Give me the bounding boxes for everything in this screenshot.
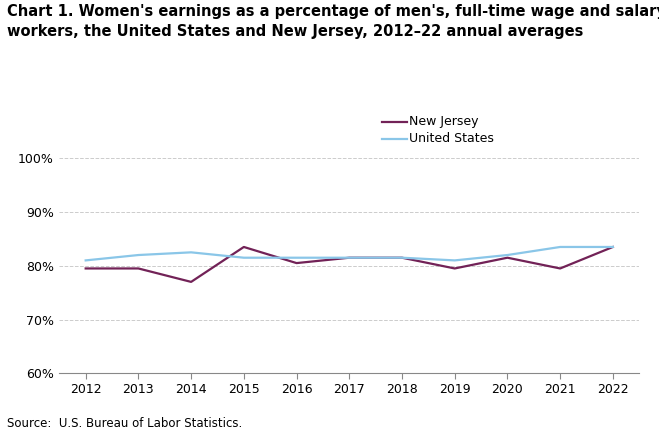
United States: [240, 255, 248, 260]
New Jersey: [240, 244, 248, 250]
Text: Chart 1. Women's earnings as a percentage of men's, full-time wage and salary
wo: Chart 1. Women's earnings as a percentag…: [7, 4, 659, 39]
Line: New Jersey: New Jersey: [86, 247, 613, 282]
New Jersey: [503, 255, 511, 260]
New Jersey: [556, 266, 564, 271]
Line: United States: United States: [86, 247, 613, 260]
New Jersey: [609, 244, 617, 250]
United States: [556, 244, 564, 250]
United States: [451, 258, 459, 263]
Text: New Jersey: New Jersey: [409, 115, 478, 128]
New Jersey: [187, 279, 195, 285]
New Jersey: [134, 266, 142, 271]
United States: [398, 255, 406, 260]
New Jersey: [82, 266, 90, 271]
United States: [82, 258, 90, 263]
Text: Source:  U.S. Bureau of Labor Statistics.: Source: U.S. Bureau of Labor Statistics.: [7, 417, 242, 430]
New Jersey: [398, 255, 406, 260]
United States: [609, 244, 617, 250]
United States: [503, 253, 511, 258]
United States: [134, 253, 142, 258]
New Jersey: [451, 266, 459, 271]
Text: United States: United States: [409, 132, 494, 145]
New Jersey: [345, 255, 353, 260]
United States: [187, 250, 195, 255]
New Jersey: [293, 260, 301, 266]
United States: [345, 255, 353, 260]
United States: [293, 255, 301, 260]
